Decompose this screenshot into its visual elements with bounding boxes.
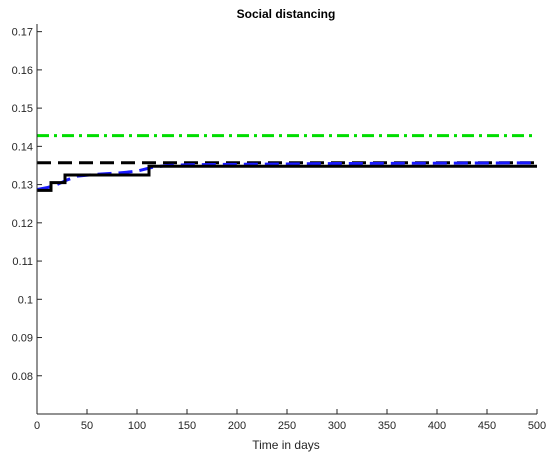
y-tick-label: 0.14 <box>12 141 33 153</box>
tick-marks: 0 50 100 150 200 250 300 350 400 450 500 0.08 0.09 0.… <box>12 27 547 432</box>
x-tick-label: 300 <box>328 420 346 432</box>
series-line-3 <box>37 164 537 192</box>
plot-area <box>37 134 537 192</box>
x-tick-label: 100 <box>128 420 146 432</box>
y-tick-label: 0.11 <box>12 256 33 268</box>
x-tick-label: 350 <box>378 420 396 432</box>
x-axis-label: Time in days <box>252 438 320 452</box>
y-tick-label: 0.13 <box>12 180 33 192</box>
x-tick-label: 400 <box>428 420 446 432</box>
y-tick-label: 0.08 <box>12 371 33 383</box>
x-tick-label: 500 <box>528 420 546 432</box>
x-tick-label: 0 <box>34 420 40 432</box>
y-tick-label: 0.15 <box>12 103 33 115</box>
y-tick-label: 0.09 <box>12 333 33 345</box>
chart-title: Social distancing <box>237 7 336 21</box>
y-tick-label: 0.16 <box>12 65 33 77</box>
x-tick-label: 450 <box>478 420 496 432</box>
y-tick-label: 0.17 <box>12 27 33 39</box>
y-tick-label: 0.12 <box>12 218 33 230</box>
x-tick-label: 250 <box>278 420 296 432</box>
axes <box>36 24 537 415</box>
y-tick-label: 0.1 <box>18 294 33 306</box>
x-tick-label: 200 <box>228 420 246 432</box>
x-tick-label: 50 <box>81 420 93 432</box>
x-tick-label: 150 <box>178 420 196 432</box>
